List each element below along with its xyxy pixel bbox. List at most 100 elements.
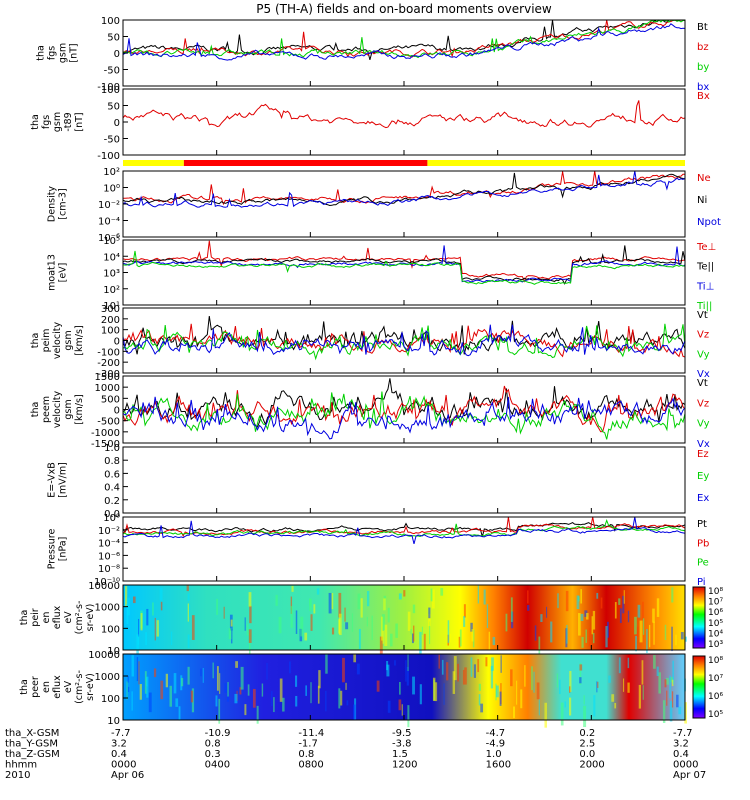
y-tick-label: 10⁻⁴: [98, 217, 120, 228]
x-row-value: 1600: [486, 760, 511, 771]
spectrogram-streak: [313, 604, 316, 614]
spectrogram-streak: [212, 662, 214, 679]
colorbar-tick-label: 10⁸: [708, 656, 723, 666]
spectrogram-streak: [395, 623, 398, 638]
spectrogram-streak: [608, 675, 611, 683]
spectrogram-streak: [131, 691, 133, 711]
legend-entry: Vy: [697, 349, 710, 360]
spectrogram-streak: [627, 682, 630, 693]
x-row-value: -3.8: [392, 739, 412, 750]
colorbar-tick-label: 10⁷: [708, 598, 723, 608]
y-tick-label: 10⁻²: [98, 200, 120, 211]
spectrogram-streak: [653, 655, 656, 669]
spectrogram-streak: [579, 664, 583, 671]
spectrogram-streak: [132, 596, 136, 604]
spectrogram-streak: [670, 677, 673, 683]
spectrogram-streak: [463, 604, 466, 618]
y-tick-label: -300: [97, 369, 120, 380]
y-tick-label: 200: [101, 315, 120, 326]
colorbar-tick-label: 10⁶: [708, 608, 723, 618]
y-axis-label: E=-VxB: [47, 462, 58, 497]
colorbar-peer: [692, 655, 706, 719]
spectrogram-streak: [386, 660, 389, 671]
legend-entry: Ez: [697, 449, 709, 460]
spectrogram-streak: [579, 662, 582, 685]
spectrogram-streak: [446, 662, 449, 681]
spectrogram-streak: [244, 704, 247, 716]
spectrogram-streak: [671, 691, 674, 708]
panel-fgs: Bt bz by bx 100 50 0 -50 -100 tha fgs gsm [nT]: [36, 16, 710, 93]
spectrogram-streak: [580, 589, 583, 604]
colorbar-tick-label: 10⁴: [708, 629, 723, 639]
plot-title: P5 (TH-A) fields and on-board moments ov…: [256, 2, 552, 16]
spectrogram-streak: [310, 682, 312, 704]
spectrogram-streak: [520, 689, 523, 709]
x-row-value: -4.7: [486, 728, 506, 739]
spectrogram-streak: [635, 626, 639, 637]
spectrogram-streak: [569, 670, 572, 692]
y-tick-label: 10000: [88, 581, 120, 592]
spectrogram-streak: [338, 688, 341, 709]
spectrogram-streak: [447, 620, 450, 643]
y-tick-label: 1000: [95, 672, 120, 683]
spectrogram-streak: [340, 690, 343, 706]
spectrogram-streak: [344, 607, 346, 622]
spectrogram-streak: [634, 616, 637, 635]
spectrogram-streak: [492, 636, 496, 646]
spectrogram-streak: [231, 629, 233, 644]
y-tick-label: 500: [101, 394, 120, 405]
spectrogram-streak: [190, 690, 194, 703]
spectrogram-streak: [527, 605, 530, 611]
spectrogram-streak: [125, 586, 128, 607]
spectrogram-streak: [316, 588, 320, 595]
y-tick-label: 0: [114, 49, 120, 60]
y-axis-label: peem: [41, 396, 52, 423]
y-tick-label: 300: [101, 304, 120, 315]
spectrogram-streak: [300, 616, 304, 637]
spectrogram-streak: [403, 590, 406, 597]
trace-density-0: [123, 170, 685, 206]
x-row-value: 3.2: [673, 739, 689, 750]
y-tick-label: 10²: [103, 167, 120, 178]
y-axis-label: sr-eV): [85, 673, 96, 701]
panel-frame: [122, 239, 686, 306]
x-row-value: -1.7: [298, 739, 318, 750]
y-tick-label: 0.0: [104, 509, 120, 520]
x-row-label: tha_X-GSM: [5, 728, 59, 739]
spectrogram-streak: [534, 625, 537, 641]
spectrogram-streak: [187, 593, 190, 601]
spectrogram-streak: [491, 657, 494, 671]
spectrogram-streak: [423, 633, 426, 651]
y-axis-label: [km/s]: [74, 325, 85, 355]
spectrogram-streak: [331, 627, 335, 635]
spectrogram-streak: [568, 697, 572, 716]
spectrogram-streak: [544, 702, 547, 728]
spectrogram-streak: [459, 629, 462, 647]
spectrogram-streak: [371, 615, 373, 641]
spectrogram-streak: [318, 670, 321, 689]
spectrogram-streak: [639, 620, 643, 643]
y-tick-label: 10³: [103, 269, 120, 280]
trace-pressure-2: [122, 519, 686, 538]
spectrogram-streak: [550, 621, 553, 643]
legend-entry: Ni: [697, 195, 707, 206]
x-row-value: 0000: [673, 760, 698, 771]
spectrogram-streak: [165, 673, 169, 688]
legend-entry: Vy: [697, 419, 710, 430]
spectrogram-streak: [560, 702, 564, 726]
legend-entry: Bx: [697, 91, 710, 102]
x-row-value: 0.2: [579, 728, 595, 739]
x-row-value: 0.3: [205, 749, 221, 760]
spectrogram-streak: [500, 655, 502, 673]
y-tick-label: 1500: [95, 372, 120, 383]
y-tick-label: 0.8: [104, 456, 120, 467]
spectrogram-streak: [219, 673, 221, 694]
spectrogram-streak: [279, 678, 283, 702]
spectrogram-streak: [178, 706, 181, 721]
y-tick-label: 0: [114, 337, 120, 348]
spectrogram-streak: [499, 691, 502, 706]
y-tick-label: -50: [104, 66, 120, 77]
legend-entry: Vx: [697, 369, 710, 380]
spectrogram-streak: [623, 590, 625, 604]
spectrogram-streak: [381, 614, 385, 631]
